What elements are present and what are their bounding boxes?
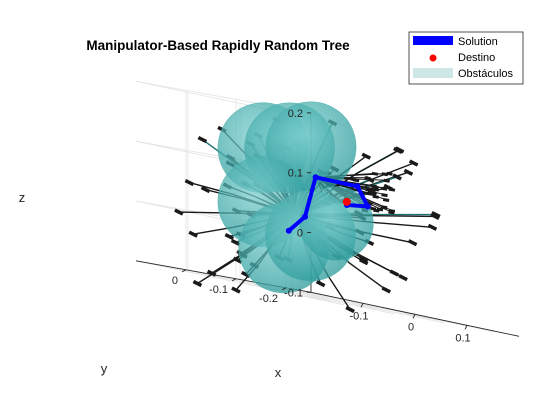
tree-node — [185, 181, 193, 185]
tree-node — [189, 232, 197, 236]
tree-node — [388, 212, 394, 213]
solution-node — [286, 228, 292, 234]
tree-node — [198, 138, 206, 142]
tree-node — [428, 225, 436, 229]
legend-solution-label: Solution — [458, 36, 498, 48]
y-tick-label: -0.2 — [259, 293, 278, 305]
z-tick-label: 0.2 — [288, 108, 303, 120]
tree-node — [366, 189, 372, 190]
tree-node — [383, 200, 389, 201]
z-axis-label: z — [19, 190, 26, 205]
tree-node — [409, 241, 417, 245]
x-axis-label: x — [275, 365, 282, 380]
tree-node — [317, 282, 325, 286]
solution-node — [313, 174, 319, 180]
tree-node — [387, 173, 393, 174]
target-layer — [343, 198, 351, 206]
tree-node — [399, 276, 407, 280]
legend-solution-swatch — [413, 36, 453, 45]
y-tick-label: -0.1 — [209, 284, 228, 296]
tree-node — [373, 196, 379, 197]
tree-node — [389, 189, 395, 190]
chart-title: Manipulator-Based Rapidly Random Tree — [86, 38, 350, 53]
y-tick-label: 0 — [172, 275, 178, 287]
legend-obstaculos-label: Obstáculos — [458, 68, 514, 80]
tree-node — [384, 180, 390, 181]
legend: Solution Destino Obstáculos — [409, 32, 523, 84]
x-tick-label: 0.1 — [455, 332, 470, 344]
legend-obstaculos-swatch — [413, 68, 453, 78]
tree-node — [381, 195, 387, 196]
legend-destino-marker — [430, 55, 437, 62]
tree-node — [382, 288, 390, 292]
solution-node — [365, 203, 371, 209]
grid-floor-y — [286, 288, 494, 332]
tree-node — [370, 208, 376, 209]
tree-node — [351, 179, 357, 180]
z-tick-label: 0 — [297, 228, 303, 240]
y-axis-label: y — [101, 361, 108, 376]
tree-node — [232, 288, 240, 292]
solution-node — [354, 183, 360, 189]
target-point — [343, 198, 351, 206]
z-tick-label: -0.1 — [284, 287, 303, 299]
x-tick-label: -0.1 — [350, 310, 369, 322]
tree-node — [377, 209, 383, 210]
tree-node — [365, 178, 371, 179]
obstacles-layer — [218, 102, 373, 293]
legend-destino-label: Destino — [458, 52, 495, 64]
solution-node — [302, 214, 308, 220]
z-tick-label: 0.1 — [288, 168, 303, 180]
x-tick-label: 0 — [408, 321, 414, 333]
